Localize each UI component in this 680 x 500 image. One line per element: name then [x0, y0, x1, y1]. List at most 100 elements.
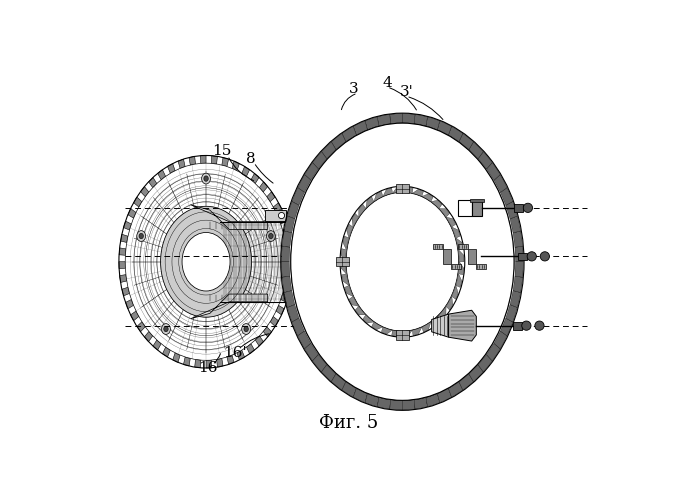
Polygon shape — [217, 358, 223, 367]
Polygon shape — [237, 350, 245, 360]
Polygon shape — [392, 330, 403, 336]
Polygon shape — [458, 244, 468, 248]
Polygon shape — [383, 188, 392, 196]
Polygon shape — [282, 246, 290, 262]
Polygon shape — [178, 159, 185, 168]
Ellipse shape — [346, 192, 458, 331]
Polygon shape — [190, 294, 268, 318]
Polygon shape — [506, 202, 517, 219]
Polygon shape — [128, 208, 136, 218]
Polygon shape — [431, 315, 439, 326]
Polygon shape — [403, 114, 415, 124]
Polygon shape — [246, 344, 254, 354]
Ellipse shape — [540, 252, 549, 261]
Polygon shape — [158, 170, 166, 180]
Polygon shape — [478, 354, 492, 372]
Text: 15: 15 — [211, 144, 231, 158]
Polygon shape — [298, 331, 311, 349]
Polygon shape — [459, 374, 473, 390]
Polygon shape — [342, 274, 349, 285]
Polygon shape — [331, 374, 346, 390]
Polygon shape — [283, 228, 290, 236]
Polygon shape — [371, 322, 383, 330]
Text: Фиг. 5: Фиг. 5 — [319, 414, 378, 432]
Ellipse shape — [267, 230, 275, 241]
Ellipse shape — [182, 232, 230, 291]
Polygon shape — [342, 126, 356, 142]
Ellipse shape — [317, 222, 334, 302]
Polygon shape — [137, 322, 146, 332]
Text: 16': 16' — [224, 346, 247, 360]
Polygon shape — [458, 250, 464, 262]
Polygon shape — [377, 398, 390, 409]
Polygon shape — [279, 214, 286, 224]
Polygon shape — [365, 394, 379, 406]
Polygon shape — [412, 327, 422, 336]
Polygon shape — [273, 202, 282, 212]
Polygon shape — [432, 314, 449, 337]
Polygon shape — [341, 262, 346, 274]
Polygon shape — [437, 388, 452, 402]
Polygon shape — [414, 398, 428, 409]
Polygon shape — [331, 134, 346, 150]
Polygon shape — [353, 121, 367, 135]
Text: 8: 8 — [246, 152, 256, 166]
Ellipse shape — [137, 230, 146, 241]
Polygon shape — [412, 190, 424, 196]
Polygon shape — [359, 204, 366, 217]
Polygon shape — [437, 121, 452, 135]
Bar — [470, 198, 484, 202]
Polygon shape — [456, 238, 463, 250]
Ellipse shape — [283, 116, 522, 408]
Polygon shape — [446, 217, 456, 227]
Bar — [518, 252, 527, 260]
Polygon shape — [342, 382, 356, 397]
Polygon shape — [341, 248, 346, 262]
Polygon shape — [263, 326, 271, 337]
Polygon shape — [284, 216, 294, 233]
Text: 3: 3 — [349, 82, 359, 96]
Text: 16: 16 — [199, 361, 218, 375]
Ellipse shape — [269, 234, 273, 238]
Polygon shape — [120, 274, 126, 282]
Polygon shape — [426, 117, 440, 130]
Polygon shape — [313, 152, 326, 169]
Polygon shape — [298, 174, 311, 192]
Polygon shape — [282, 231, 292, 247]
Polygon shape — [478, 152, 492, 169]
Polygon shape — [120, 234, 128, 242]
Polygon shape — [206, 360, 211, 368]
Polygon shape — [184, 357, 190, 366]
Polygon shape — [486, 344, 500, 361]
Ellipse shape — [244, 326, 248, 332]
Polygon shape — [377, 114, 390, 126]
Polygon shape — [459, 134, 473, 150]
Polygon shape — [390, 400, 403, 410]
Ellipse shape — [139, 234, 143, 238]
Polygon shape — [141, 186, 149, 197]
Polygon shape — [345, 286, 353, 296]
Polygon shape — [286, 241, 292, 249]
Polygon shape — [422, 194, 433, 202]
Polygon shape — [288, 304, 299, 322]
Ellipse shape — [241, 324, 250, 334]
Polygon shape — [426, 394, 440, 406]
Ellipse shape — [527, 252, 537, 261]
Polygon shape — [282, 262, 290, 277]
Ellipse shape — [535, 321, 544, 330]
Polygon shape — [173, 353, 180, 362]
Ellipse shape — [160, 206, 252, 317]
Ellipse shape — [164, 326, 168, 332]
Polygon shape — [227, 355, 234, 364]
Polygon shape — [392, 186, 403, 194]
Polygon shape — [353, 388, 367, 402]
Polygon shape — [194, 360, 201, 368]
Polygon shape — [305, 344, 318, 361]
Bar — [458, 200, 472, 216]
Polygon shape — [131, 311, 139, 321]
Polygon shape — [355, 306, 366, 315]
Polygon shape — [287, 255, 293, 262]
Bar — [514, 204, 524, 212]
Polygon shape — [439, 208, 449, 217]
Polygon shape — [267, 192, 275, 202]
